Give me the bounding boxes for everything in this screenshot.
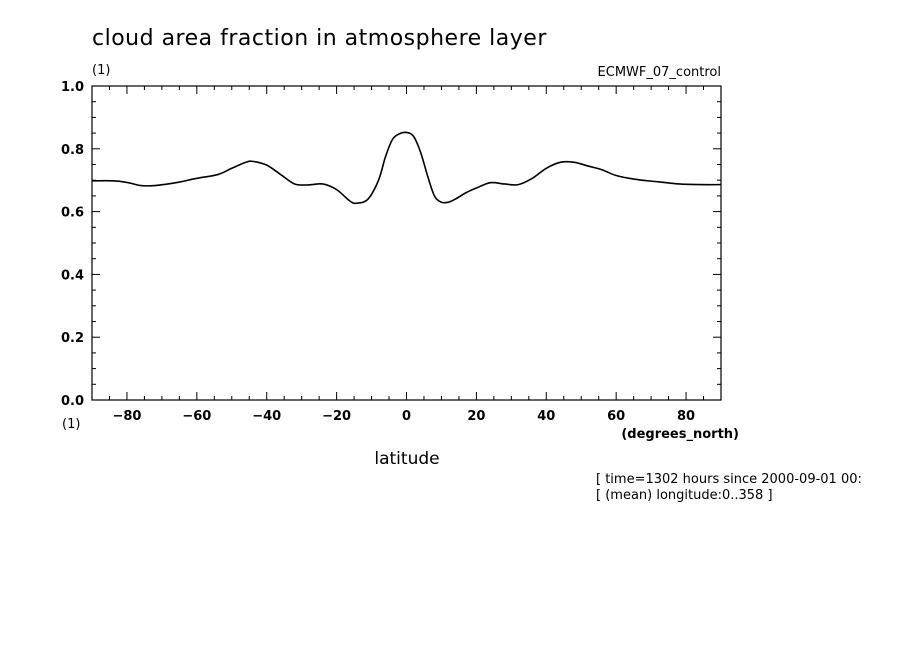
x-tick-label: −60 — [182, 409, 211, 424]
x-tick-label: −80 — [112, 409, 141, 424]
x-tick-label: −20 — [322, 409, 351, 424]
y-units-bottom-label: (1) — [62, 417, 80, 432]
x-units-label: (degrees_north) — [621, 427, 739, 442]
chart-title: cloud area fraction in atmosphere layer — [92, 26, 547, 51]
x-tick-label: 80 — [677, 409, 695, 424]
axis-ticks — [91, 85, 722, 401]
y-tick-label: 0.6 — [61, 206, 84, 221]
y-tick-label: 0.2 — [61, 331, 84, 346]
x-tick-label: 40 — [537, 409, 555, 424]
x-tick-label: 20 — [467, 409, 485, 424]
x-tick-label: 60 — [607, 409, 625, 424]
y-tick-label: 0.0 — [61, 394, 84, 409]
y-units-label: (1) — [92, 63, 110, 78]
y-tick-label: 0.4 — [61, 268, 84, 283]
dataset-label: ECMWF_07_control — [598, 65, 721, 80]
x-tick-label: −40 — [252, 409, 281, 424]
time-note: [ time=1302 hours since 2000-09-01 00: — [596, 472, 862, 487]
cloud-fraction-line — [91, 131, 722, 205]
x-tick-labels: −80 −60 −40 −20 0 20 40 60 80 — [112, 409, 695, 424]
y-tick-label: 0.8 — [61, 143, 84, 158]
longitude-note: [ (mean) longitude:0..358 ] — [596, 488, 773, 503]
y-tick-label: 1.0 — [61, 80, 84, 95]
x-axis-label: latitude — [374, 449, 439, 469]
y-tick-labels: 0.0 0.2 0.4 0.6 0.8 1.0 — [61, 80, 84, 409]
x-tick-label: 0 — [402, 409, 411, 424]
